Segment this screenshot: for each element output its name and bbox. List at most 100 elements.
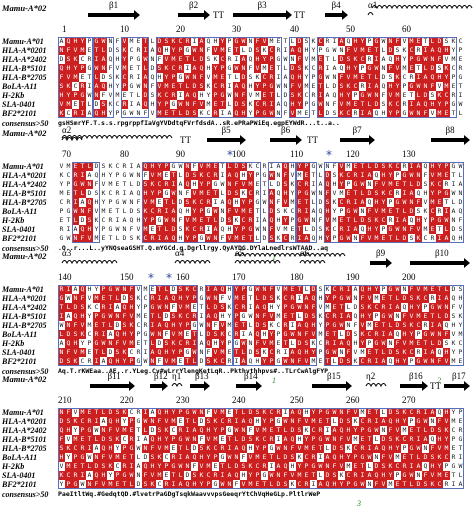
residue-cell: H xyxy=(296,73,303,82)
residue-cell: W xyxy=(283,55,288,63)
ss-label: β6 xyxy=(281,125,291,135)
residue-cell: D xyxy=(108,348,113,356)
residue-cell: M xyxy=(415,312,422,321)
residue-cell: I xyxy=(325,426,330,434)
residue-cell: A xyxy=(226,471,233,480)
residue-cell: T xyxy=(422,339,429,348)
residue-cell: A xyxy=(276,162,281,170)
residue-cell: N xyxy=(282,444,289,453)
residue-cell: Y xyxy=(296,462,303,471)
residue-cell: Y xyxy=(345,91,352,100)
residue-cell: W xyxy=(255,225,260,233)
residue-cell: L xyxy=(317,109,324,118)
residue-cell: F xyxy=(345,348,352,357)
beta-strand-arrow: β13 xyxy=(190,371,210,391)
residue-cell: L xyxy=(234,73,239,81)
residue-cell: S xyxy=(380,162,387,171)
residue-cell: R xyxy=(380,303,387,312)
residue-cell: C xyxy=(227,330,232,338)
residue-cell: V xyxy=(352,408,359,417)
residue-cell: I xyxy=(297,294,302,302)
residue-cell: L xyxy=(332,417,337,425)
residue-cell: G xyxy=(107,285,114,294)
residue-cell: S xyxy=(318,285,323,293)
residue-cell: A xyxy=(373,444,380,453)
residue-cell: Q xyxy=(437,408,442,416)
residue-cell: I xyxy=(205,285,212,294)
residue-cell: R xyxy=(261,100,268,109)
residue-cell: I xyxy=(436,294,443,303)
residue-cell: Q xyxy=(430,435,435,443)
residue-cell: S xyxy=(58,444,65,453)
residue-cell: E xyxy=(247,207,254,216)
residue-cell: F xyxy=(261,312,268,321)
residue-cell: M xyxy=(108,180,113,188)
residue-cell: H xyxy=(65,64,72,73)
residue-cell: D xyxy=(458,198,463,206)
residue-cell: Y xyxy=(156,462,163,471)
residue-number: 60 xyxy=(402,24,412,34)
residue-cell: Y xyxy=(122,417,127,425)
residue-cell: N xyxy=(163,303,170,312)
sequence-name: HLA-A*2402 xyxy=(2,303,47,312)
residue-cell: I xyxy=(66,225,71,233)
residue-cell: P xyxy=(255,171,260,179)
residue-cell: R xyxy=(184,339,191,348)
residue-cell: T xyxy=(310,471,317,480)
residue-cell: G xyxy=(415,417,422,426)
residue-cell: T xyxy=(345,216,352,225)
residue-cell: M xyxy=(436,171,443,180)
residue-cell: L xyxy=(415,453,422,462)
residue-cell: I xyxy=(408,462,415,471)
residue-cell: K xyxy=(451,339,456,347)
residue-cell: N xyxy=(156,330,163,339)
residue-cell: K xyxy=(191,198,198,207)
residue-cell: K xyxy=(212,357,219,366)
residue-cell: C xyxy=(408,348,415,357)
residue-cell: K xyxy=(247,462,254,471)
residue-cell: G xyxy=(79,453,86,462)
residue-cell: D xyxy=(198,55,205,64)
residue-cell: W xyxy=(366,453,373,462)
residue-cell: G xyxy=(311,100,316,108)
residue-cell: W xyxy=(276,82,281,90)
residue-cell: Y xyxy=(170,408,177,417)
residue-cell: C xyxy=(311,64,316,72)
residue-cell: R xyxy=(66,198,71,206)
residue-cell: H xyxy=(254,55,261,64)
residue-cell: P xyxy=(66,180,71,188)
residue-cell: C xyxy=(177,339,184,348)
residue-cell: C xyxy=(332,225,337,233)
residue-cell: G xyxy=(171,162,176,170)
residue-cell: W xyxy=(451,189,456,197)
residue-cell: V xyxy=(443,417,450,426)
residue-cell: A xyxy=(422,73,429,82)
residue-cell: R xyxy=(451,453,456,461)
residue-cell: E xyxy=(122,91,127,99)
residue-cell: E xyxy=(73,100,78,108)
residue-cell: A xyxy=(262,216,267,224)
residue-cell: A xyxy=(177,480,184,489)
residue-cell: L xyxy=(226,162,233,171)
residue-cell: W xyxy=(142,55,149,64)
residue-cell: M xyxy=(311,357,316,365)
residue-cell: T xyxy=(72,189,79,198)
residue-cell: L xyxy=(458,109,463,117)
residue-cell: F xyxy=(429,444,436,453)
residue-cell: T xyxy=(338,303,345,312)
residue-cell: W xyxy=(156,303,163,312)
residue-cell: V xyxy=(254,426,261,435)
residue-cell: E xyxy=(331,303,338,312)
residue-cell: G xyxy=(408,82,415,91)
residue-cell: M xyxy=(297,109,302,117)
residue-cell: Y xyxy=(436,100,443,109)
residue-cell: D xyxy=(59,55,64,63)
residue-cell: S xyxy=(129,234,134,242)
residue-cell: Y xyxy=(380,198,387,207)
residue-cell: T xyxy=(317,82,324,91)
residue-cell: P xyxy=(115,109,120,117)
residue-cell: C xyxy=(443,453,450,462)
residue-cell: A xyxy=(100,55,107,64)
residue-cell: T xyxy=(107,294,114,303)
residue-cell: V xyxy=(436,444,443,453)
